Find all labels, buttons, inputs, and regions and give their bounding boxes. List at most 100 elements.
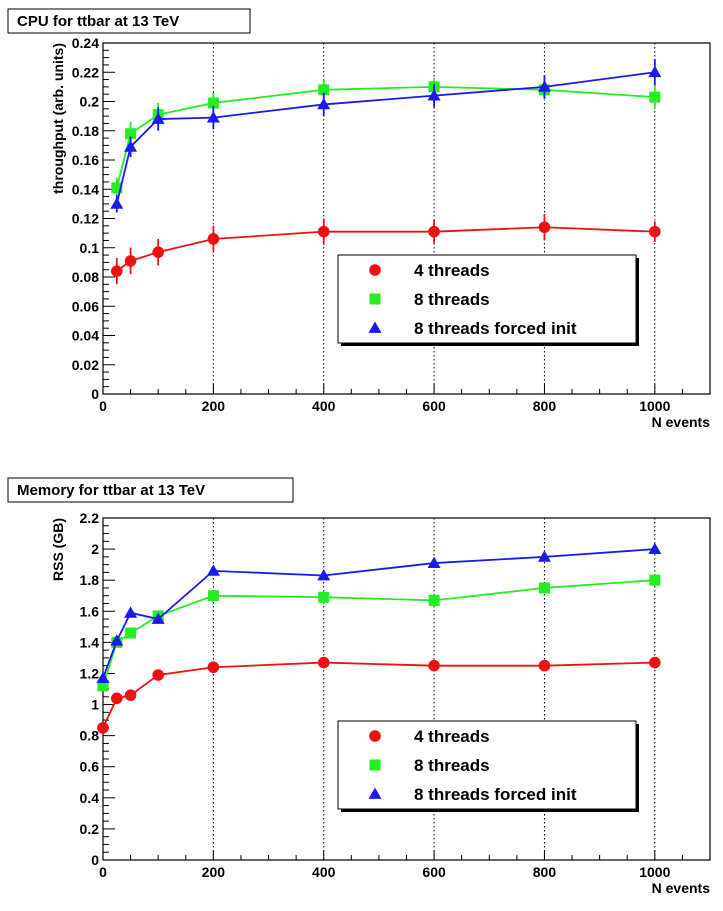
data-point bbox=[97, 680, 109, 692]
data-point bbox=[318, 591, 330, 603]
x-tick-label: 200 bbox=[202, 864, 226, 880]
y-tick-label: 0.12 bbox=[72, 211, 99, 227]
x-tick-label: 1000 bbox=[639, 864, 670, 880]
x-tick-label: 600 bbox=[422, 864, 446, 880]
legend-marker bbox=[368, 787, 382, 799]
series-triangle bbox=[96, 542, 662, 683]
data-point bbox=[649, 91, 661, 103]
data-point bbox=[207, 661, 220, 674]
x-tick-label: 0 bbox=[99, 864, 107, 880]
y-tick-label: 1.2 bbox=[80, 665, 100, 681]
data-point bbox=[648, 65, 662, 78]
data-point bbox=[124, 606, 138, 618]
data-point bbox=[317, 656, 330, 669]
legend-marker bbox=[369, 293, 381, 305]
series-circle bbox=[110, 214, 661, 285]
legend-marker bbox=[369, 759, 381, 771]
data-point bbox=[649, 225, 661, 238]
chart-cpu: CPU for ttbar at 13 TeV 0 200 400 600 800 1000… bbox=[7, 8, 711, 430]
y-tick-label: 0 bbox=[91, 852, 99, 868]
data-point bbox=[649, 574, 661, 586]
data-point bbox=[538, 659, 551, 672]
data-point bbox=[538, 221, 551, 234]
x-tick-label: 0 bbox=[99, 398, 107, 414]
data-point bbox=[152, 669, 164, 681]
y-tick-label: 0.04 bbox=[72, 328, 99, 344]
legend-label: 4 threads bbox=[414, 261, 490, 280]
chart-title-box bbox=[7, 8, 251, 34]
y-tick-label: 0.2 bbox=[80, 821, 100, 837]
data-point bbox=[125, 627, 137, 639]
y-axis-label: throughput (arb. units) bbox=[50, 43, 66, 194]
y-tick-label: 0 bbox=[91, 386, 99, 402]
legend-label: 8 threads bbox=[414, 756, 490, 775]
data-point bbox=[538, 582, 550, 594]
data-point bbox=[124, 255, 137, 267]
data-point bbox=[317, 97, 331, 110]
data-point bbox=[318, 84, 330, 96]
data-point bbox=[97, 722, 109, 734]
x-tick-label: 400 bbox=[312, 864, 336, 880]
y-tick-label: 0.2 bbox=[80, 94, 100, 110]
y-tick-label: 2.2 bbox=[80, 510, 100, 526]
legend-marker bbox=[369, 264, 381, 276]
legend-label: 8 threads forced init bbox=[414, 785, 577, 804]
data-point bbox=[124, 140, 138, 152]
x-tick-label: 200 bbox=[202, 398, 226, 414]
y-tick-label: 1.4 bbox=[80, 634, 100, 650]
data-point bbox=[206, 564, 220, 576]
y-tick-label: 0.8 bbox=[80, 728, 100, 744]
chart-memory: Memory for ttbar at 13 TeV 0 200 400 600 800 1… bbox=[7, 477, 711, 896]
x-tick-label: 800 bbox=[533, 864, 557, 880]
series-line bbox=[115, 71, 655, 205]
legend-marker bbox=[369, 730, 381, 742]
x-tick-label: 600 bbox=[422, 398, 446, 414]
data-point bbox=[537, 550, 551, 562]
y-tick-label: 0.02 bbox=[72, 357, 99, 373]
data-point bbox=[428, 594, 440, 606]
data-point bbox=[207, 233, 220, 245]
y-tick-label: 0.18 bbox=[72, 123, 99, 139]
data-point bbox=[125, 128, 137, 140]
legend-label: 8 threads forced init bbox=[414, 319, 577, 338]
y-tick-label: 0.14 bbox=[72, 181, 99, 197]
data-point bbox=[206, 111, 220, 123]
data-point bbox=[427, 89, 441, 101]
y-axis-label: RSS (GB) bbox=[50, 518, 66, 581]
data-point bbox=[428, 225, 440, 238]
chart-title: Memory for ttbar at 13 TeV bbox=[17, 482, 205, 499]
legend: 4 threads 8 threads 8 threads forced init bbox=[337, 720, 639, 812]
data-point bbox=[110, 692, 123, 705]
y-tick-label: 0.1 bbox=[80, 240, 100, 256]
y-tick-label: 1 bbox=[91, 697, 99, 713]
legend-marker bbox=[368, 321, 382, 333]
data-point bbox=[428, 659, 440, 672]
data-point bbox=[110, 197, 124, 209]
legend-box bbox=[337, 720, 637, 810]
data-point bbox=[110, 265, 123, 277]
x-tick-label: 400 bbox=[312, 398, 336, 414]
y-tick-label: 0.24 bbox=[72, 35, 99, 51]
data-point bbox=[537, 80, 551, 92]
data-point bbox=[317, 569, 331, 581]
y-tick-label: 0.22 bbox=[72, 64, 99, 80]
data-point bbox=[649, 656, 661, 669]
y-tick-label: 0.4 bbox=[80, 790, 100, 806]
chart-title: CPU for ttbar at 13 TeV bbox=[17, 13, 179, 30]
data-point bbox=[207, 97, 219, 109]
legend-label: 4 threads bbox=[414, 727, 490, 746]
x-axis-label: N events bbox=[652, 414, 711, 430]
data-point bbox=[151, 612, 165, 624]
data-point bbox=[648, 542, 662, 554]
legend: 4 threads 8 threads 8 threads forced init bbox=[337, 254, 639, 346]
x-axis-label: N events bbox=[652, 880, 711, 896]
y-tick-label: 1.8 bbox=[80, 572, 100, 588]
chart-title-box bbox=[7, 477, 294, 503]
series-triangle bbox=[110, 59, 662, 213]
data-point bbox=[111, 182, 123, 194]
y-tick-label: 2 bbox=[91, 541, 99, 557]
x-tick-label: 800 bbox=[533, 398, 557, 414]
data-point bbox=[207, 590, 219, 602]
x-tick-label: 1000 bbox=[639, 398, 670, 414]
